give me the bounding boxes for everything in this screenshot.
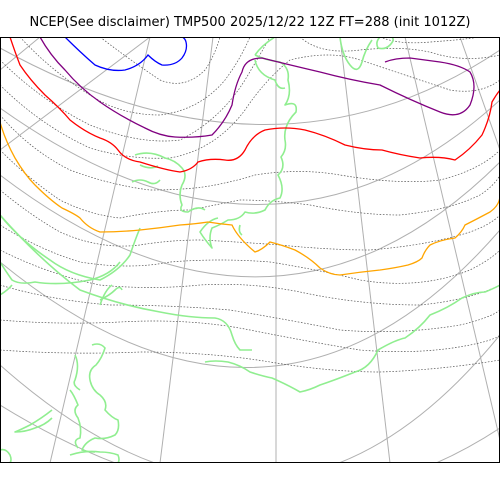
- isotherm-line: [0, 54, 500, 159]
- red-isotherm: [9, 37, 500, 173]
- coastline: [376, 37, 394, 50]
- parallel-lines: [0, 47, 500, 463]
- coastline: [204, 284, 500, 393]
- coastline: [0, 214, 252, 351]
- meridian-line: [159, 37, 214, 463]
- coastline: [254, 59, 286, 90]
- isotherm-line: [0, 37, 271, 142]
- parallel-line: [0, 161, 500, 278]
- orange-isotherm: [0, 121, 500, 276]
- coastline: [0, 448, 12, 463]
- coastline: [0, 261, 121, 285]
- coastline: [69, 389, 82, 449]
- blue-isotherm: [64, 37, 188, 72]
- isotherm-line: [299, 37, 500, 59]
- isotherm-line: [0, 149, 500, 219]
- parallel-line: [0, 229, 500, 369]
- isotherm-line: [0, 189, 500, 251]
- coastline: [339, 37, 373, 71]
- isotherm-line: [0, 349, 500, 373]
- isotherm-line: [0, 224, 500, 284]
- coastline: [14, 409, 53, 433]
- isotherm-line: [0, 319, 500, 353]
- coastline: [69, 450, 120, 463]
- parallel-line: [0, 334, 500, 463]
- isotherm-line: [0, 284, 500, 333]
- isotherm-line: [0, 249, 500, 306]
- coastline: [0, 284, 123, 306]
- plot-background: [0, 37, 500, 463]
- meridian-line: [0, 37, 41, 71]
- coastline: [199, 37, 298, 249]
- coastline: [134, 152, 206, 213]
- isotherm-line: [0, 114, 500, 191]
- purple-isotherm: [39, 37, 475, 138]
- parallel-line: [0, 99, 500, 205]
- coastlines: [0, 37, 500, 463]
- isotherm-line: [19, 37, 251, 116]
- map-title: NCEP(See disclaimer) TMP500 2025/12/22 1…: [29, 15, 471, 30]
- parallel-line: [0, 47, 500, 125]
- coastline: [0, 214, 141, 281]
- coastline: [81, 343, 120, 453]
- meridian-line: [49, 37, 151, 463]
- coastline: [73, 354, 81, 391]
- meridian-line: [0, 37, 151, 151]
- meridian-line: [459, 37, 500, 151]
- coastline: [238, 224, 243, 236]
